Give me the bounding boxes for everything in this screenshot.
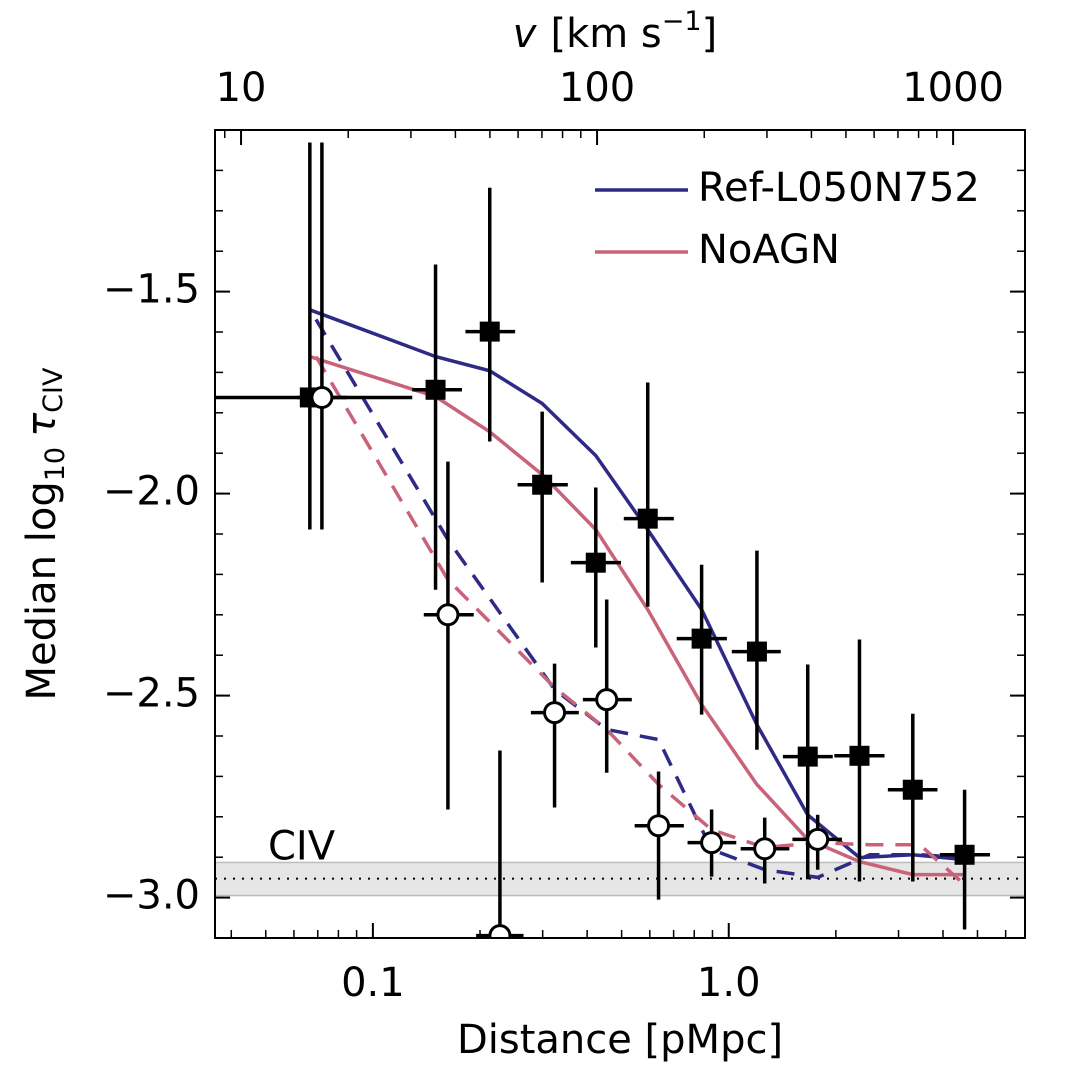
data-point bbox=[488, 924, 512, 938]
data-point bbox=[746, 641, 767, 662]
plot-area bbox=[215, 142, 1025, 938]
data-point bbox=[479, 321, 500, 342]
data-point bbox=[691, 628, 712, 649]
data-point bbox=[797, 746, 818, 767]
data-point bbox=[902, 779, 923, 800]
x-tick-label: 0.1 bbox=[341, 960, 405, 1006]
x2-tick-label: 100 bbox=[559, 65, 635, 111]
data-point bbox=[543, 701, 567, 725]
data-point bbox=[647, 814, 671, 838]
band-label: CIV bbox=[268, 823, 336, 869]
data-point bbox=[954, 844, 975, 865]
data-point bbox=[310, 385, 334, 409]
y-label-part: 10 bbox=[40, 447, 71, 481]
x2-tick-label: 10 bbox=[216, 65, 267, 111]
x2-label-part: −1 bbox=[662, 6, 702, 37]
data-point bbox=[585, 552, 606, 573]
data-point bbox=[595, 688, 619, 712]
data-point bbox=[532, 474, 553, 495]
series-line bbox=[309, 354, 965, 877]
data-point bbox=[700, 831, 724, 855]
data-point bbox=[425, 379, 446, 400]
series-line bbox=[314, 355, 966, 887]
data-point bbox=[849, 745, 870, 766]
x2-label-part: [km s bbox=[550, 11, 661, 57]
x2-label-part: v bbox=[513, 11, 538, 57]
x2-tick-label: 1000 bbox=[902, 65, 1004, 111]
legend-label: NoAGN bbox=[698, 227, 840, 273]
y-axis-label: Median log10 τCIV bbox=[19, 367, 71, 700]
x-tick-label: 1.0 bbox=[697, 960, 761, 1006]
y-tick-label: −2.5 bbox=[103, 671, 200, 717]
y-label-part: CIV bbox=[38, 367, 69, 413]
data-point bbox=[436, 603, 460, 627]
data-point bbox=[806, 827, 830, 851]
y-label-part: τ bbox=[19, 412, 65, 437]
y-tick-label: −1.5 bbox=[103, 267, 200, 313]
data-point bbox=[753, 837, 777, 861]
y-label-part: Median log bbox=[19, 481, 65, 700]
x2-axis-label: v [km s−1] bbox=[513, 6, 717, 58]
data-point bbox=[637, 508, 658, 529]
y-tick-label: −2.0 bbox=[103, 469, 200, 515]
x-axis-label: Distance [pMpc] bbox=[457, 1017, 783, 1063]
legend-label: Ref-L050N752 bbox=[698, 165, 980, 211]
series-line bbox=[309, 308, 965, 862]
y-tick-label: −3.0 bbox=[103, 873, 200, 919]
x2-label-part: ] bbox=[702, 11, 718, 57]
